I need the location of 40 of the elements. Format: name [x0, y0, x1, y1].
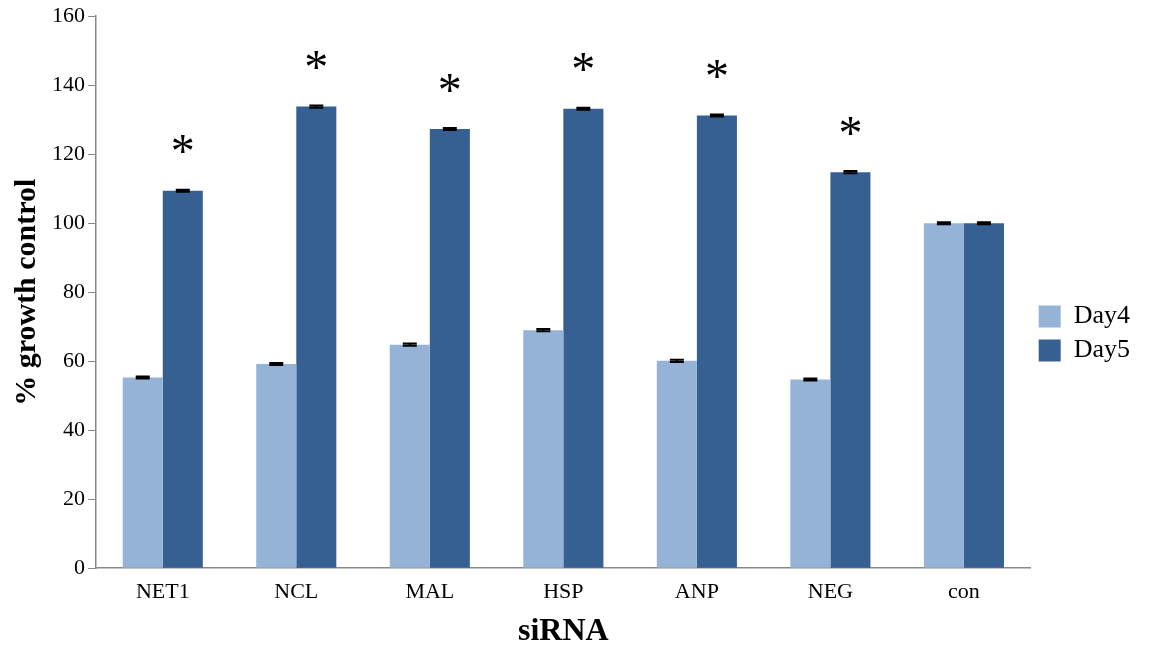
annotation: * — [304, 40, 329, 94]
bar — [523, 330, 564, 568]
bar — [923, 223, 964, 568]
x-tick-label: con — [948, 578, 980, 604]
bar — [296, 106, 337, 568]
bar — [656, 360, 697, 568]
y-axis-title: % growth control — [7, 178, 41, 406]
bar — [162, 190, 203, 568]
bar — [256, 363, 297, 568]
annotation: * — [571, 42, 596, 96]
y-tick-label: 160 — [52, 1, 85, 27]
y-tick-label: 100 — [52, 208, 85, 234]
annotation: * — [838, 105, 863, 159]
y-tick-label: 0 — [74, 553, 85, 579]
legend-label: Day4 — [1073, 300, 1131, 330]
y-tick-label: 140 — [52, 70, 85, 96]
annotation: * — [170, 124, 195, 178]
annotation: * — [704, 49, 729, 103]
y-tick-label: 20 — [63, 484, 85, 510]
x-tick-label: NET1 — [135, 578, 190, 604]
x-tick-label: NEG — [807, 578, 854, 604]
bar — [830, 172, 871, 568]
x-axis-title: siRNA — [518, 611, 609, 648]
x-tick-label: HSP — [543, 578, 584, 604]
bar — [696, 115, 737, 568]
annotation: * — [437, 62, 462, 116]
bar — [563, 108, 604, 568]
bar — [122, 377, 163, 568]
bar — [389, 344, 430, 568]
y-tick-label: 80 — [63, 277, 85, 303]
x-tick-label: ANP — [674, 578, 719, 604]
bar — [429, 129, 470, 568]
bar — [963, 223, 1004, 568]
y-tick-label: 60 — [63, 346, 85, 372]
y-tick-label: 120 — [52, 139, 85, 165]
bar — [790, 379, 831, 568]
x-tick-label: NCL — [274, 578, 319, 604]
x-tick-label: MAL — [405, 578, 455, 604]
y-tick-label: 40 — [63, 415, 85, 441]
legend-label: Day5 — [1073, 334, 1131, 364]
